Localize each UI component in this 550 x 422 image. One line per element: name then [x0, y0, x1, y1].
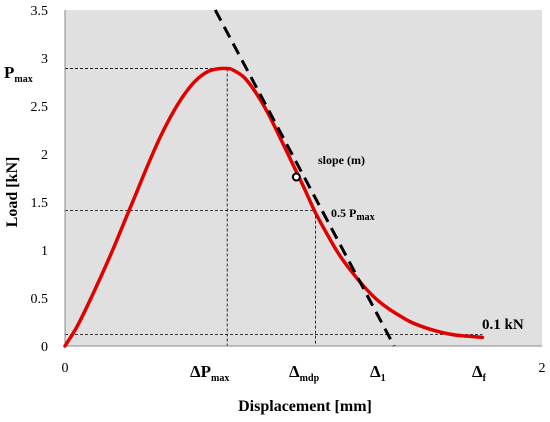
y-tick-label: 1 [41, 244, 48, 259]
slope-tangent-line [213, 9, 396, 347]
delta-1-label: Δ1 [370, 362, 386, 384]
y-axis-title: Load [kN] [4, 157, 21, 228]
y-tick-label: 3.5 [31, 4, 49, 19]
end-load-label: 0.1 kN [482, 317, 524, 333]
x-axis-title: Displacement [mm] [238, 398, 372, 415]
load-displacement-curve [63, 66, 485, 348]
x-tick-label: 2 [539, 361, 546, 376]
y-tick-label: 2.5 [31, 100, 49, 115]
delta-pmax-label: ΔPmax [190, 362, 229, 384]
y-tick-labels: 0 0.5 1 1.5 2 2.5 3 3.5 [31, 4, 49, 355]
tangent-point-marker [291, 172, 301, 182]
pmax-label: Pmax [4, 63, 33, 85]
delta-mdp-label: Δmdp [289, 362, 320, 384]
x-tick-label: 0 [62, 361, 69, 376]
plot-area [65, 10, 542, 346]
delta-f-label: Δf [472, 362, 487, 384]
slope-label: slope (m) [318, 153, 365, 167]
y-tick-label: 1.5 [31, 196, 49, 211]
y-tick-label: 2 [41, 148, 48, 163]
y-tick-label: 3 [41, 52, 48, 67]
reference-lines [65, 68, 483, 346]
y-tick-label: 0 [41, 340, 48, 355]
half-pmax-label: 0.5 Pmax [331, 206, 375, 223]
y-tick-label: 0.5 [31, 292, 49, 307]
